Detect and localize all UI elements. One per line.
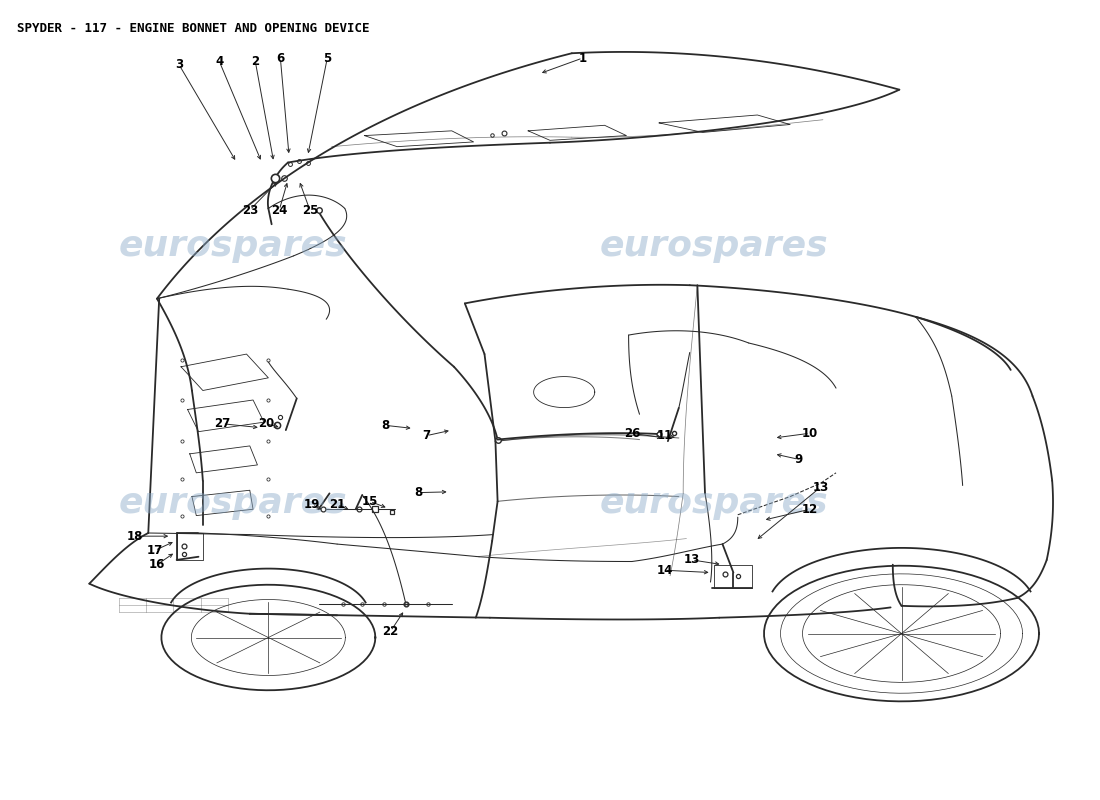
- Text: 17: 17: [146, 544, 163, 557]
- Text: 4: 4: [216, 54, 223, 68]
- Text: 12: 12: [802, 502, 818, 516]
- Text: 1: 1: [579, 51, 586, 65]
- Text: eurospares: eurospares: [600, 486, 828, 520]
- Text: 8: 8: [414, 486, 422, 499]
- Text: 14: 14: [657, 564, 673, 577]
- Text: 2: 2: [251, 54, 260, 68]
- Text: 25: 25: [301, 203, 318, 217]
- Text: 18: 18: [126, 530, 143, 542]
- Text: 7: 7: [422, 429, 431, 442]
- Text: 20: 20: [258, 418, 274, 430]
- Text: eurospares: eurospares: [119, 486, 348, 520]
- Text: 3: 3: [175, 58, 183, 71]
- Text: 21: 21: [329, 498, 345, 511]
- Text: 13: 13: [813, 481, 829, 494]
- Text: eurospares: eurospares: [600, 229, 828, 262]
- Text: 11: 11: [657, 429, 673, 442]
- Text: SPYDER - 117 - ENGINE BONNET AND OPENING DEVICE: SPYDER - 117 - ENGINE BONNET AND OPENING…: [18, 22, 370, 34]
- Text: 8: 8: [381, 419, 389, 432]
- Text: 6: 6: [276, 51, 285, 65]
- Text: 9: 9: [795, 453, 803, 466]
- Text: 27: 27: [214, 418, 231, 430]
- Text: 19: 19: [304, 498, 320, 511]
- Text: 15: 15: [362, 495, 378, 508]
- Text: 23: 23: [242, 203, 257, 217]
- Text: 5: 5: [323, 51, 331, 65]
- Text: 26: 26: [624, 426, 640, 440]
- Text: 16: 16: [148, 558, 165, 571]
- Text: 24: 24: [271, 203, 287, 217]
- Text: 13: 13: [684, 554, 700, 566]
- Text: eurospares: eurospares: [119, 229, 348, 262]
- Text: 10: 10: [802, 426, 818, 440]
- Text: 22: 22: [383, 625, 398, 638]
